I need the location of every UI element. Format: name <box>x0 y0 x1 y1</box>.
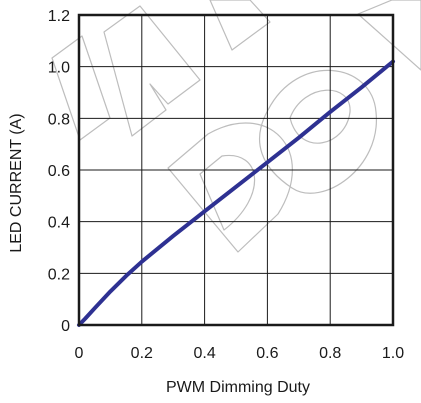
watermark-shape-4 <box>167 122 293 253</box>
series-layer <box>77 59 395 327</box>
x-tick-label-5: 1.0 <box>382 345 404 362</box>
y-tick-label-1: 0.2 <box>48 266 70 283</box>
series-line-0 <box>77 59 395 327</box>
y-tick-label-2: 0.4 <box>48 215 70 232</box>
x-tick-label-3: 0.6 <box>256 345 278 362</box>
x-tick-label-4: 0.8 <box>319 345 341 362</box>
x-tick-labels: 0 0.2 0.4 0.6 0.8 1.0 <box>75 345 405 362</box>
plot-frame <box>77 13 395 327</box>
x-axis-title: PWM Dimming Duty <box>166 379 310 396</box>
y-tick-label-5: 1.0 <box>48 60 70 77</box>
y-tick-label-0: 0 <box>61 318 70 335</box>
watermark-shape-5 <box>259 69 377 194</box>
watermark-shape-6 <box>357 0 421 71</box>
watermark-shape-3 <box>209 0 271 51</box>
y-tick-label-4: 0.8 <box>48 111 70 128</box>
y-tick-label-6: 1.2 <box>48 8 70 25</box>
x-tick-label-1: 0.2 <box>131 345 153 362</box>
y-axis-title: LED CURRENT (A) <box>8 113 25 252</box>
watermark-shape-2 <box>103 5 201 137</box>
x-tick-label-2: 0.4 <box>193 345 215 362</box>
watermark <box>51 0 421 253</box>
x-tick-label-0: 0 <box>75 345 84 362</box>
y-tick-label-3: 0.6 <box>48 163 70 180</box>
y-tick-labels: 0 0.2 0.4 0.6 0.8 1.0 1.2 <box>48 8 70 335</box>
